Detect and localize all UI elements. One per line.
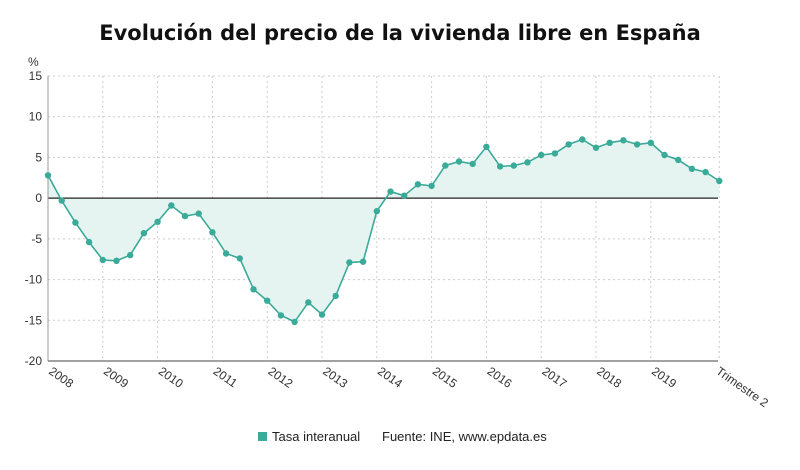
data-point bbox=[387, 188, 394, 195]
data-point bbox=[606, 139, 613, 146]
data-point bbox=[716, 177, 723, 185]
chart-title: Evolución del precio de la vivienda libr… bbox=[99, 21, 701, 45]
data-point bbox=[58, 197, 65, 204]
x-tick-label: 2013 bbox=[320, 364, 350, 391]
legend-label: Tasa interanual bbox=[272, 429, 360, 444]
y-tick-label: -5 bbox=[31, 232, 42, 246]
y-tick-label: 15 bbox=[29, 69, 43, 83]
x-tick-label: 2010 bbox=[156, 364, 186, 391]
x-tick-label: 2012 bbox=[265, 364, 295, 391]
legend: Tasa interanual Fuente: INE, www.epdata.… bbox=[258, 429, 547, 444]
data-point bbox=[140, 230, 148, 237]
data-point bbox=[565, 141, 572, 148]
data-point bbox=[195, 210, 202, 217]
data-point bbox=[291, 318, 298, 326]
data-point bbox=[127, 251, 134, 259]
data-point bbox=[483, 143, 490, 150]
source-label: Fuente: INE, www.epdata.es bbox=[382, 429, 547, 444]
data-point bbox=[469, 160, 476, 168]
data-point bbox=[661, 151, 668, 159]
y-tick-label: -15 bbox=[25, 313, 43, 327]
data-point bbox=[675, 156, 682, 164]
data-point bbox=[44, 172, 52, 179]
data-point bbox=[277, 312, 285, 319]
data-point bbox=[209, 229, 216, 236]
data-point bbox=[85, 238, 93, 246]
data-point bbox=[592, 144, 600, 151]
data-point bbox=[647, 139, 654, 146]
data-point bbox=[551, 150, 559, 157]
data-point bbox=[428, 182, 435, 190]
x-tick-label: 2011 bbox=[211, 364, 240, 390]
data-point bbox=[99, 256, 107, 264]
y-tick-label: -10 bbox=[25, 273, 43, 287]
data-point bbox=[154, 218, 161, 225]
data-point bbox=[168, 202, 175, 209]
data-point bbox=[688, 165, 696, 172]
data-point bbox=[181, 212, 189, 220]
data-point bbox=[414, 181, 422, 188]
x-tick-label: 2018 bbox=[594, 364, 624, 391]
data-point bbox=[264, 297, 271, 304]
x-tick-label: 2009 bbox=[101, 364, 131, 391]
x-tick-label: 2019 bbox=[649, 364, 679, 391]
x-tick-label: 2017 bbox=[539, 364, 569, 391]
data-point bbox=[236, 255, 243, 262]
data-point bbox=[318, 311, 326, 318]
legend-swatch bbox=[258, 432, 267, 441]
x-tick-label: 2008 bbox=[46, 364, 76, 391]
data-point bbox=[373, 208, 380, 215]
y-tick-label: -20 bbox=[25, 354, 43, 368]
axes bbox=[47, 76, 718, 362]
data-point bbox=[702, 168, 709, 176]
data-point bbox=[579, 136, 586, 143]
y-tick-label: 5 bbox=[35, 150, 42, 164]
data-point bbox=[222, 250, 230, 257]
data-point bbox=[538, 151, 545, 159]
data-point bbox=[633, 141, 641, 148]
x-tick-labels: 2008 2009 2010 2011 2012 2013 2014 2015 2016 2017… bbox=[46, 364, 771, 410]
data-point bbox=[113, 257, 120, 264]
x-tick-label: 2015 bbox=[430, 364, 460, 391]
x-tick-label: 2014 bbox=[375, 364, 405, 391]
data-point bbox=[455, 158, 463, 165]
data-point bbox=[250, 286, 257, 293]
data-point bbox=[524, 159, 531, 166]
x-tick-label-end: Trimestre 2 bbox=[714, 364, 772, 410]
data-point bbox=[496, 163, 504, 170]
data-point bbox=[346, 259, 353, 266]
grid bbox=[47, 75, 720, 361]
y-tick-labels: 15 10 5 0 -5 -10 -15 -20 bbox=[25, 69, 43, 368]
data-point bbox=[442, 162, 449, 169]
y-axis-label: % bbox=[28, 55, 39, 69]
data-point bbox=[359, 258, 367, 265]
data-point bbox=[332, 292, 339, 300]
data-point bbox=[305, 299, 312, 306]
y-tick-label: 0 bbox=[35, 191, 42, 205]
area-shape bbox=[48, 139, 720, 322]
data-points bbox=[44, 136, 723, 326]
data-point bbox=[620, 137, 627, 144]
data-point bbox=[401, 192, 408, 199]
data-point bbox=[72, 219, 79, 226]
data-point bbox=[510, 162, 517, 169]
area-fill bbox=[48, 139, 720, 322]
x-tick-label: 2016 bbox=[485, 364, 515, 391]
y-tick-label: 10 bbox=[29, 110, 43, 124]
